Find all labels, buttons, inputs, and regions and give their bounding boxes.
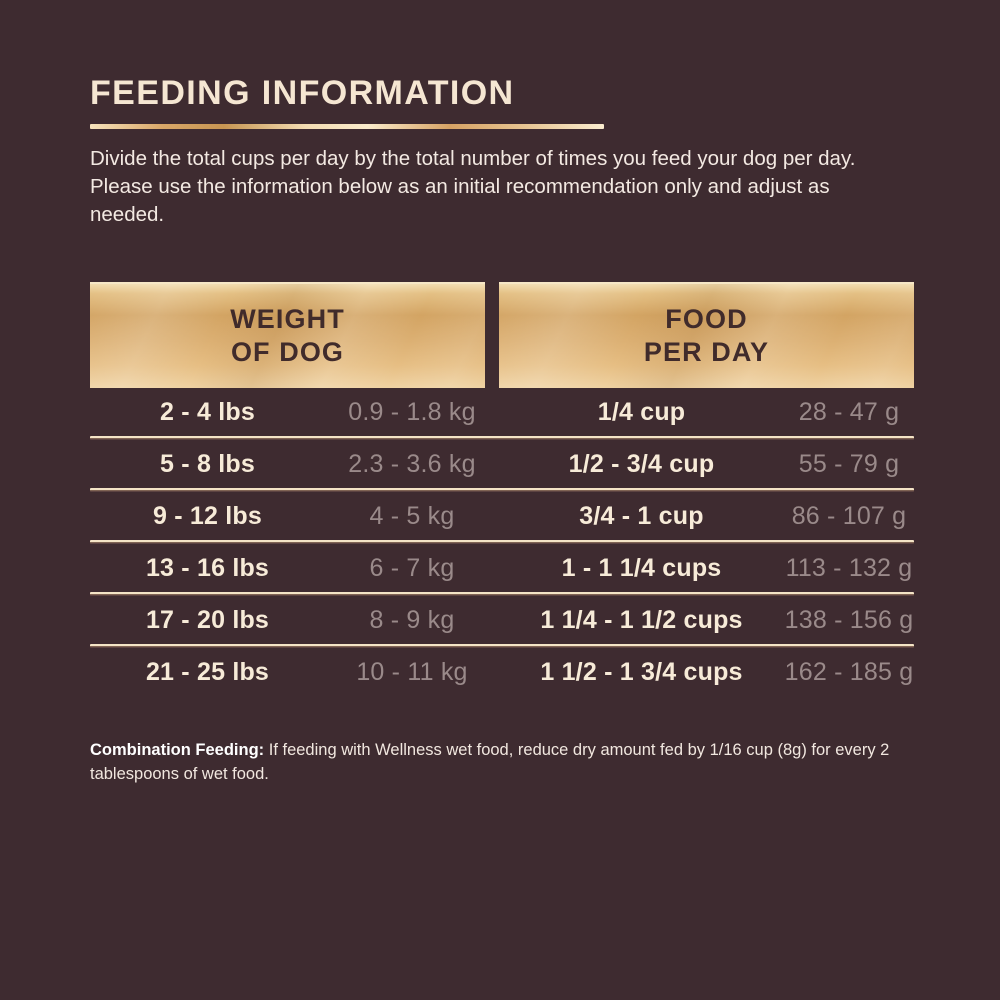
cell-food-cups-value: 1 1/4 - 1 1/2 cups [540, 605, 743, 634]
intro-paragraph: Divide the total cups per day by the tot… [90, 147, 856, 226]
row-divider [90, 644, 914, 648]
row-divider [90, 540, 914, 544]
table-row: 13 - 16 lbs 6 - 7 kg 1 - 1 1/4 cups 113 - 1… [90, 544, 914, 592]
cell-weight-lbs-value: 5 - 8 lbs [160, 449, 255, 478]
cell-weight-lbs: 17 - 20 lbs [90, 606, 325, 635]
table-row: 21 - 25 lbs 10 - 11 kg 1 1/2 - 1 3/4 cups 1… [90, 648, 914, 696]
weight-header-line2: OF DOG [230, 337, 345, 367]
row-divider [90, 436, 914, 440]
cell-food-cups-value: 1 1/2 - 1 3/4 cups [540, 657, 743, 686]
cell-weight-kg: 8 - 9 kg [325, 606, 499, 635]
cell-weight-kg: 0.9 - 1.8 kg [325, 398, 499, 427]
weight-header-line1: WEIGHT [230, 304, 345, 334]
cell-weight-lbs: 9 - 12 lbs [90, 502, 325, 531]
cell-food-grams: 162 - 185 g [784, 658, 914, 687]
cell-food-cups: 1 - 1 1/4 cups [499, 554, 784, 583]
cell-weight-lbs: 2 - 4 lbs [90, 398, 325, 427]
combination-feeding-text: If feeding with Wellness wet food, reduc… [90, 741, 890, 783]
food-header-line1: FOOD [665, 304, 748, 334]
table-body: 2 - 4 lbs 0.9 - 1.8 kg 1/4 cup 28 - 47 g 5 -… [90, 388, 914, 696]
cell-weight-lbs-value: 2 - 4 lbs [160, 397, 255, 426]
cell-weight-kg-value: 6 - 7 kg [369, 553, 455, 582]
cell-food-cups-value: 3/4 - 1 cup [579, 501, 704, 530]
cell-food-grams-value: 138 - 156 g [784, 605, 914, 634]
cell-weight-kg-value: 2.3 - 3.6 kg [348, 449, 476, 478]
cell-weight-lbs-value: 17 - 20 lbs [145, 605, 270, 634]
cell-weight-kg-value: 10 - 11 kg [356, 657, 468, 686]
column-header-food-per-day: FOOD PER DAY [499, 282, 914, 388]
cell-weight-lbs-value: 13 - 16 lbs [145, 553, 270, 582]
table-row: 17 - 20 lbs 8 - 9 kg 1 1/4 - 1 1/2 cups 138… [90, 596, 914, 644]
cell-food-grams: 28 - 47 g [784, 398, 914, 427]
cell-food-cups: 1/2 - 3/4 cup [499, 450, 784, 479]
cell-food-grams: 55 - 79 g [784, 450, 914, 479]
table-row: 5 - 8 lbs 2.3 - 3.6 kg 1/2 - 3/4 cup 55 - 7… [90, 440, 914, 488]
cell-food-grams: 86 - 107 g [784, 502, 914, 531]
feeding-table: WEIGHT OF DOG FOOD PER DAY 2 - 4 lbs 0.9 … [90, 282, 914, 696]
cell-weight-kg: 6 - 7 kg [325, 554, 499, 583]
table-row: 2 - 4 lbs 0.9 - 1.8 kg 1/4 cup 28 - 47 g [90, 388, 914, 436]
combination-feeding-note: Combination Feeding: If feeding with Wel… [90, 738, 918, 786]
row-divider [90, 488, 914, 492]
cell-weight-lbs-value: 9 - 12 lbs [153, 501, 262, 530]
title-underline-rule [90, 124, 604, 129]
page-title: FEEDING INFORMATION [90, 74, 515, 112]
cell-food-cups: 1/4 cup [499, 398, 784, 427]
cell-food-cups-value: 1 - 1 1/4 cups [561, 553, 722, 582]
cell-food-cups: 1 1/2 - 1 3/4 cups [499, 658, 784, 687]
cell-food-grams: 113 - 132 g [784, 554, 914, 583]
cell-weight-lbs: 13 - 16 lbs [90, 554, 325, 583]
cell-weight-kg-value: 8 - 9 kg [369, 605, 455, 634]
cell-weight-kg: 4 - 5 kg [325, 502, 499, 531]
cell-food-grams-value: 113 - 132 g [785, 553, 913, 582]
cell-weight-lbs: 5 - 8 lbs [90, 450, 325, 479]
cell-weight-kg: 10 - 11 kg [325, 658, 499, 687]
cell-food-cups-value: 1/2 - 3/4 cup [568, 449, 715, 478]
cell-food-cups: 1 1/4 - 1 1/2 cups [499, 606, 784, 635]
cell-weight-lbs-value: 21 - 25 lbs [145, 657, 270, 686]
column-header-weight-of-dog: WEIGHT OF DOG [90, 282, 485, 388]
cell-food-grams-value: 86 - 107 g [791, 501, 907, 530]
column-header-food-text: FOOD PER DAY [644, 303, 769, 369]
cell-food-cups-value: 1/4 cup [597, 397, 686, 426]
cell-food-grams-value: 28 - 47 g [798, 397, 900, 426]
table-header-row: WEIGHT OF DOG FOOD PER DAY [90, 282, 914, 388]
cell-weight-kg: 2.3 - 3.6 kg [325, 450, 499, 479]
combination-feeding-label: Combination Feeding: [90, 741, 265, 759]
food-header-line2: PER DAY [643, 337, 770, 367]
table-row: 9 - 12 lbs 4 - 5 kg 3/4 - 1 cup 86 - 107 g [90, 492, 914, 540]
cell-food-grams-value: 55 - 79 g [798, 449, 900, 478]
cell-food-cups: 3/4 - 1 cup [499, 502, 784, 531]
column-header-weight-text: WEIGHT OF DOG [230, 303, 345, 369]
cell-weight-kg-value: 4 - 5 kg [369, 501, 455, 530]
cell-weight-kg-value: 0.9 - 1.8 kg [348, 397, 476, 426]
row-divider [90, 592, 914, 596]
cell-weight-lbs: 21 - 25 lbs [90, 658, 325, 687]
cell-food-grams-value: 162 - 185 g [784, 657, 914, 686]
cell-food-grams: 138 - 156 g [784, 606, 914, 635]
